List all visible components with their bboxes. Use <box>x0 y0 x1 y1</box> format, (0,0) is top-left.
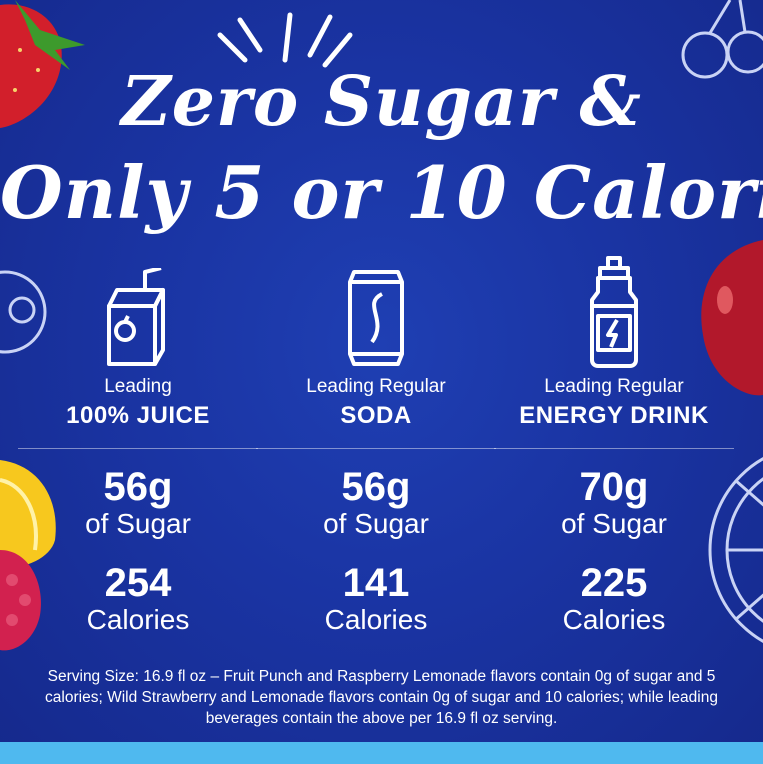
calories-unit: Calories <box>324 604 428 635</box>
column-label-bold: 100% JUICE <box>66 402 210 429</box>
divider <box>494 448 734 449</box>
comparison-column-soda: Leading Regular SODA 56g of Sugar 141 Ca… <box>256 250 496 635</box>
column-label-bold: SODA <box>340 402 412 429</box>
calories-value: 141 <box>342 561 410 605</box>
strawberry-image <box>0 0 85 129</box>
column-label-top: Leading <box>104 376 172 397</box>
comparison-column-energy-drink: Leading Regular ENERGY DRINK 70g of Suga… <box>494 250 734 635</box>
serving-size-footnote: Serving Size: 16.9 fl oz – Fruit Punch a… <box>45 668 718 727</box>
juice-box-icon <box>18 250 258 368</box>
sugar-value: 70g <box>579 465 649 509</box>
divider <box>18 448 258 449</box>
sugar-value: 56g <box>341 465 411 509</box>
sugar-unit: of Sugar <box>561 508 667 539</box>
sugar-unit: of Sugar <box>323 508 429 539</box>
calories-value: 225 <box>580 561 648 605</box>
raspberry-image <box>0 550 41 651</box>
column-label-bold: ENERGY DRINK <box>519 402 709 429</box>
headline-line-1: Zero Sugar & <box>121 62 642 142</box>
soda-can-icon <box>256 250 496 368</box>
cherry-image <box>701 240 763 396</box>
headline-line-2: Only 5 or 10 Calories <box>0 150 763 235</box>
calories-unit: Calories <box>562 604 666 635</box>
splash-lines-icon <box>217 12 353 68</box>
bottom-band <box>0 742 763 764</box>
lemon-slice-outline-icon <box>708 457 763 643</box>
sugar-unit: of Sugar <box>85 508 191 539</box>
sugar-value: 56g <box>103 465 173 509</box>
column-label-top: Leading Regular <box>306 376 446 397</box>
calories-unit: Calories <box>86 604 190 635</box>
divider <box>256 448 496 449</box>
comparison-column-juice: Leading 100% JUICE 56g of Sugar 254 Calo… <box>18 250 258 635</box>
sports-bottle-icon <box>494 250 734 368</box>
calories-value: 254 <box>104 561 172 605</box>
cherry-outline-icon <box>681 0 763 79</box>
column-label-top: Leading Regular <box>544 376 684 397</box>
lemon-image <box>0 460 56 569</box>
blueberry-outline-icon <box>0 270 47 354</box>
